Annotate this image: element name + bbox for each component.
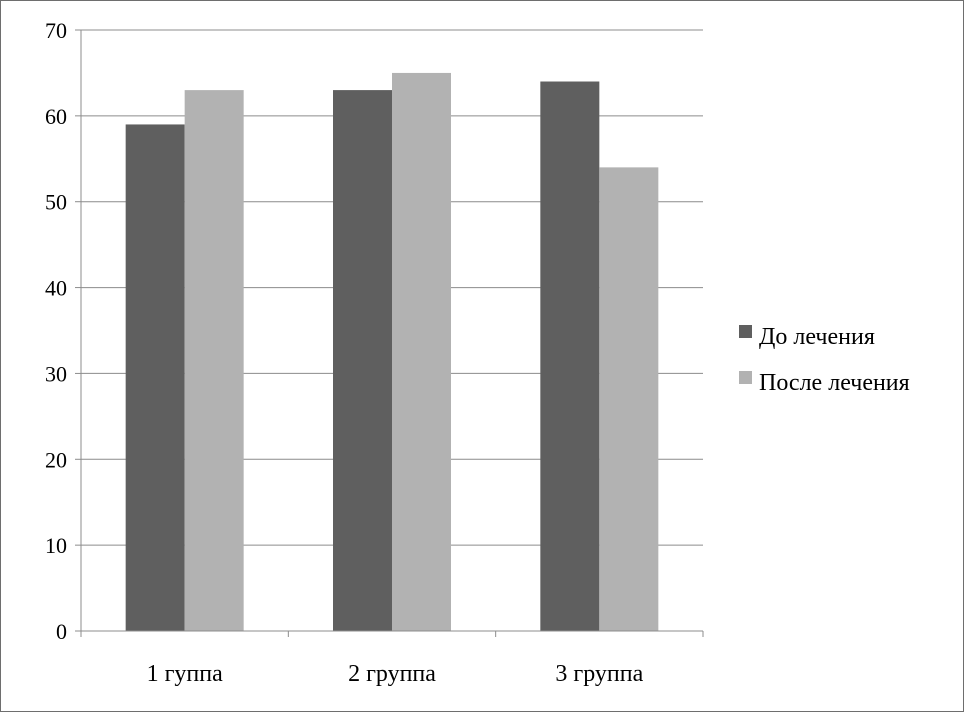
y-tick-label: 10 (45, 533, 67, 558)
bar (125, 124, 185, 631)
axes (75, 29, 704, 637)
x-category-labels: 1 гуппа 2 группа 3 группа (147, 661, 644, 687)
x-category-label: 2 группа (348, 661, 436, 687)
y-tick-label: 20 (45, 447, 67, 472)
y-tick-label: 0 (56, 619, 67, 644)
y-tick-label: 60 (45, 104, 67, 129)
bar (184, 90, 244, 632)
y-tick-label: 70 (45, 18, 67, 43)
x-category-label: 1 гуппа (147, 661, 224, 687)
bar (540, 81, 600, 631)
legend-label: До лечения (759, 324, 875, 350)
x-category-label: 3 группа (555, 661, 643, 687)
legend-label: После лечения (759, 370, 910, 396)
bar (392, 72, 451, 631)
legend-swatch (739, 371, 752, 384)
y-tick-labels: 0 10 20 30 40 50 60 70 (45, 18, 67, 644)
bar (333, 90, 392, 632)
y-tick-label: 40 (45, 276, 67, 301)
y-tick-label: 30 (45, 361, 67, 386)
bar (599, 167, 659, 631)
legend-swatch (739, 325, 752, 338)
legend: До лечения После лечения (739, 324, 910, 396)
bars (125, 72, 659, 632)
y-tick-label: 50 (45, 190, 67, 215)
